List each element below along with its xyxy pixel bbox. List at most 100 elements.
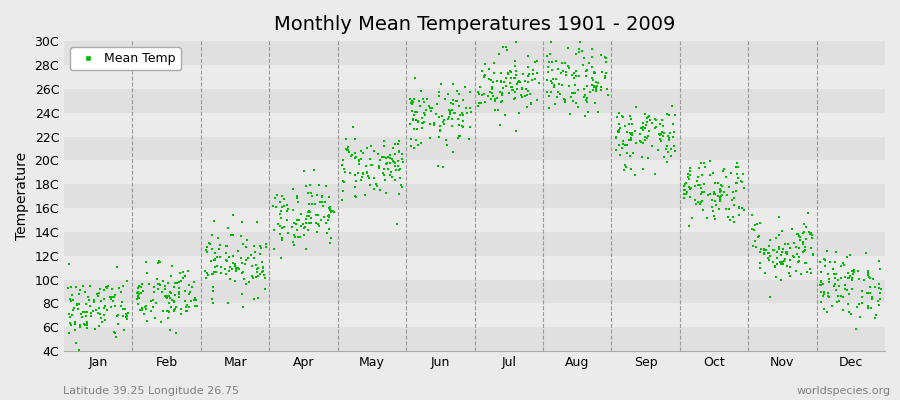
Point xyxy=(165,296,179,303)
Point xyxy=(80,309,94,315)
Point xyxy=(108,330,122,337)
Point xyxy=(791,259,806,265)
Point xyxy=(779,249,794,255)
Point xyxy=(842,308,857,315)
Point xyxy=(577,94,591,100)
Point xyxy=(639,122,653,128)
Point xyxy=(494,99,508,106)
Point xyxy=(628,171,643,178)
Point xyxy=(637,124,652,131)
Point xyxy=(577,86,591,92)
Point xyxy=(147,284,161,290)
Point xyxy=(563,94,578,100)
Point xyxy=(354,156,368,162)
Point xyxy=(150,286,165,292)
Point xyxy=(404,100,419,106)
Point xyxy=(273,223,287,229)
Bar xyxy=(64,232,885,256)
Point xyxy=(131,283,146,289)
Point xyxy=(258,241,273,247)
Point xyxy=(238,260,253,267)
Point xyxy=(130,290,145,296)
Point xyxy=(446,80,461,87)
Point xyxy=(231,265,246,271)
Point xyxy=(503,68,517,74)
Point xyxy=(495,92,509,98)
Point xyxy=(708,190,723,197)
Point xyxy=(590,88,604,94)
Point xyxy=(482,88,497,95)
Point xyxy=(60,284,75,291)
Point xyxy=(207,269,221,275)
Point xyxy=(569,73,583,80)
Point xyxy=(105,298,120,304)
Point xyxy=(85,313,99,319)
Point xyxy=(727,195,742,202)
Point xyxy=(360,169,374,176)
Point xyxy=(103,293,117,300)
Point xyxy=(725,214,740,220)
Point xyxy=(256,272,271,278)
Point xyxy=(825,266,840,272)
Point xyxy=(475,68,490,74)
Point xyxy=(151,259,166,266)
Point xyxy=(352,157,366,164)
Point xyxy=(515,86,529,92)
Point xyxy=(719,192,733,198)
Point xyxy=(99,284,113,290)
Point xyxy=(768,262,782,269)
Point xyxy=(427,120,441,126)
Point xyxy=(389,167,403,173)
Point xyxy=(697,160,711,166)
Point xyxy=(130,296,144,302)
Point xyxy=(364,161,378,168)
Point xyxy=(635,119,650,126)
Point xyxy=(392,138,406,144)
Point xyxy=(713,189,727,196)
Point xyxy=(690,174,705,180)
Point xyxy=(404,98,419,105)
Point xyxy=(715,192,729,198)
Point xyxy=(688,200,703,207)
Point xyxy=(588,100,602,106)
Point xyxy=(152,258,166,264)
Point xyxy=(423,134,437,141)
Point xyxy=(79,321,94,327)
Point xyxy=(337,179,351,185)
Point xyxy=(515,85,529,91)
Point xyxy=(798,236,813,242)
Point xyxy=(309,212,323,218)
Point xyxy=(407,112,421,118)
Point xyxy=(92,323,106,329)
Point xyxy=(82,303,96,310)
Point xyxy=(729,188,743,194)
Point xyxy=(762,257,777,264)
Point xyxy=(172,284,186,291)
Point xyxy=(761,250,776,256)
Point xyxy=(68,321,82,327)
Point xyxy=(528,76,543,82)
Point xyxy=(276,224,291,230)
Point xyxy=(508,68,523,74)
Point xyxy=(814,282,828,288)
Point xyxy=(266,203,280,209)
Point xyxy=(388,150,402,157)
Point xyxy=(801,229,815,235)
Point xyxy=(772,243,787,250)
Point xyxy=(212,235,226,242)
Point xyxy=(831,277,845,284)
Point xyxy=(452,122,466,128)
Point xyxy=(529,97,544,103)
Point xyxy=(526,71,541,77)
Point xyxy=(566,90,580,96)
Point xyxy=(72,291,86,297)
Point xyxy=(177,287,192,294)
Point xyxy=(634,138,648,145)
Point xyxy=(472,100,486,106)
Point xyxy=(648,171,662,177)
Point xyxy=(841,300,855,307)
Point xyxy=(107,294,122,300)
Point xyxy=(395,159,410,165)
Point xyxy=(442,107,456,114)
Point xyxy=(88,306,103,313)
